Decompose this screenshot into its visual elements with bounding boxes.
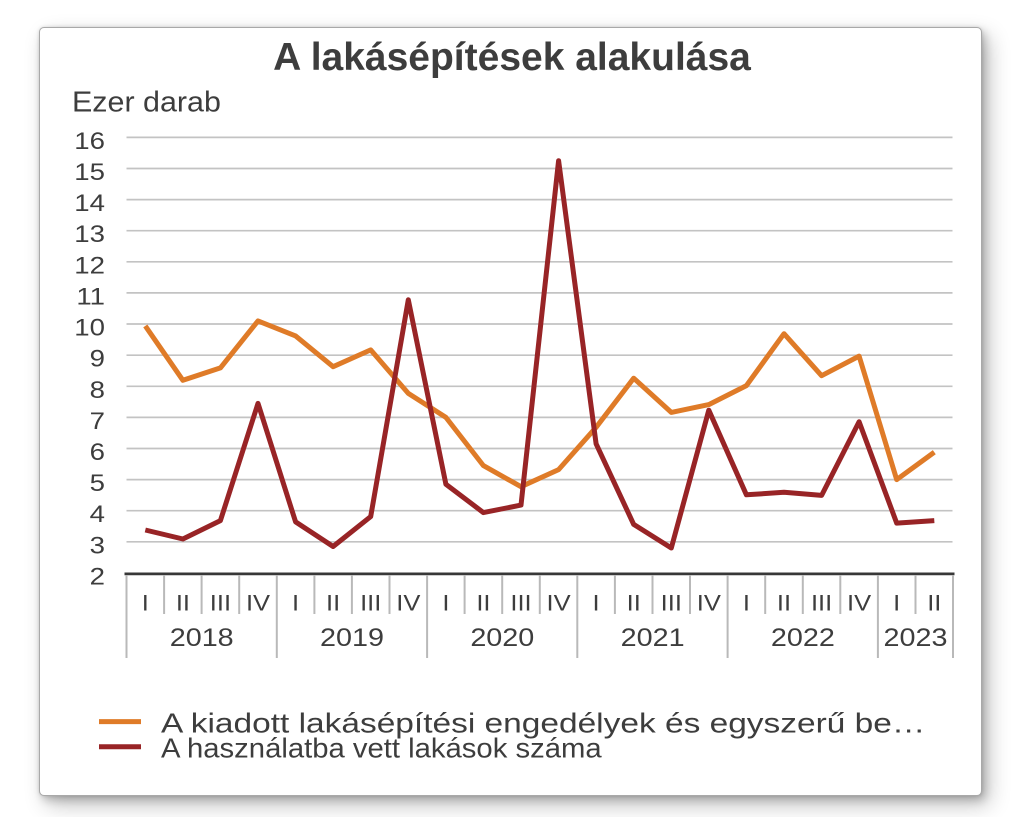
svg-text:III: III — [210, 591, 231, 616]
svg-text:II: II — [927, 591, 941, 616]
svg-text:IV: IV — [697, 591, 721, 616]
svg-text:II: II — [326, 591, 340, 616]
svg-text:8: 8 — [90, 377, 105, 403]
svg-text:2: 2 — [90, 564, 105, 590]
svg-text:III: III — [811, 591, 832, 616]
svg-text:III: III — [661, 591, 682, 616]
svg-text:A lakásépítések alakulása: A lakásépítések alakulása — [273, 36, 751, 79]
svg-text:2022: 2022 — [771, 624, 835, 652]
svg-text:I: I — [442, 591, 449, 616]
svg-text:6: 6 — [90, 440, 105, 466]
svg-text:II: II — [476, 591, 490, 616]
svg-text:2019: 2019 — [320, 624, 384, 652]
svg-text:I: I — [743, 591, 750, 616]
svg-text:11: 11 — [76, 284, 105, 310]
svg-text:12: 12 — [74, 253, 105, 279]
svg-text:7: 7 — [90, 408, 105, 434]
svg-text:15: 15 — [74, 160, 105, 186]
svg-text:IV: IV — [547, 591, 571, 616]
svg-text:2023: 2023 — [884, 624, 948, 652]
svg-text:II: II — [777, 591, 791, 616]
svg-text:10: 10 — [74, 315, 105, 341]
svg-text:14: 14 — [74, 191, 105, 217]
svg-text:A kiadott lakásépítési engedél: A kiadott lakásépítési engedélyek és egy… — [161, 707, 925, 739]
svg-text:5: 5 — [90, 471, 105, 497]
svg-text:I: I — [893, 591, 900, 616]
svg-text:I: I — [593, 591, 600, 616]
svg-text:II: II — [627, 591, 641, 616]
svg-text:III: III — [360, 591, 381, 616]
svg-text:2018: 2018 — [170, 624, 234, 652]
svg-text:13: 13 — [74, 222, 105, 248]
svg-text:IV: IV — [396, 591, 420, 616]
svg-text:16: 16 — [74, 128, 105, 154]
svg-text:III: III — [510, 591, 531, 616]
svg-text:II: II — [176, 591, 190, 616]
svg-text:9: 9 — [90, 346, 105, 372]
svg-text:A használatba vett lakások szá: A használatba vett lakások száma — [161, 733, 602, 764]
svg-text:Ezer darab: Ezer darab — [72, 86, 221, 118]
svg-text:I: I — [292, 591, 299, 616]
svg-text:IV: IV — [246, 591, 270, 616]
svg-text:2020: 2020 — [470, 624, 534, 652]
svg-text:IV: IV — [847, 591, 871, 616]
svg-text:3: 3 — [90, 533, 105, 559]
svg-text:2021: 2021 — [621, 624, 685, 652]
svg-text:I: I — [142, 591, 149, 616]
svg-text:4: 4 — [90, 502, 105, 528]
